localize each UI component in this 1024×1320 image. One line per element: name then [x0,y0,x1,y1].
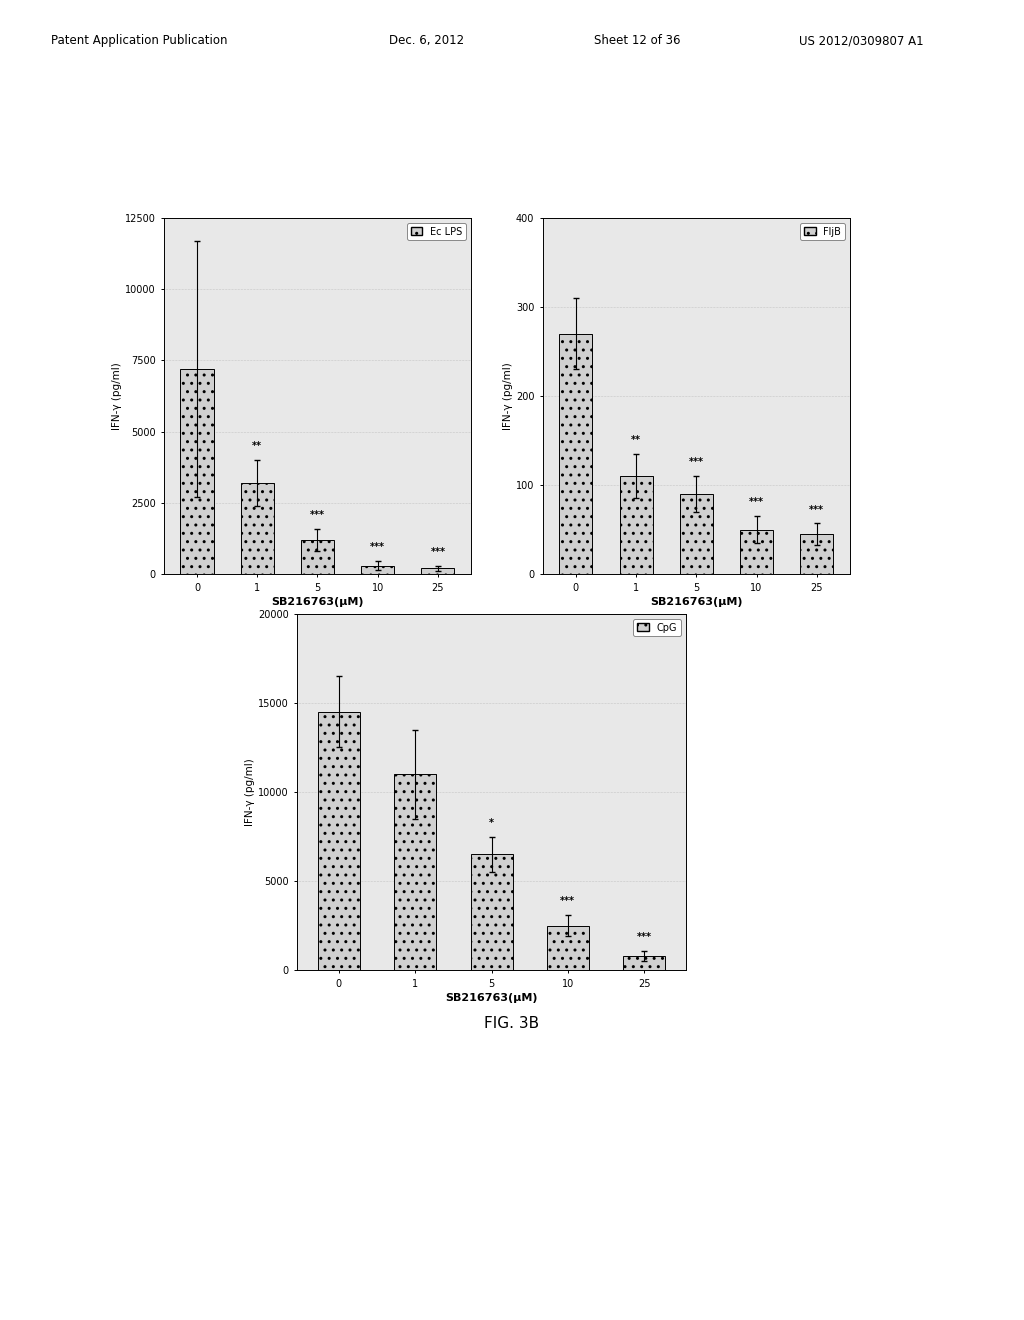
Text: US 2012/0309807 A1: US 2012/0309807 A1 [799,34,924,48]
Bar [394,774,436,970]
Legend: Ec LPS: Ec LPS [407,223,466,240]
Bar [317,711,359,970]
Text: ***: *** [749,498,764,507]
Y-axis label: IFN-γ (pg/ml): IFN-γ (pg/ml) [112,362,122,430]
Text: ***: *** [809,504,824,515]
Text: **: ** [631,436,641,445]
Text: ***: *** [637,932,651,941]
X-axis label: SB216763(μM): SB216763(μM) [650,597,742,607]
Bar [301,540,334,574]
Text: **: ** [252,441,262,451]
Bar [421,569,455,574]
Text: ***: *** [560,896,575,906]
Legend: FljB: FljB [800,223,845,240]
Text: Sheet 12 of 36: Sheet 12 of 36 [594,34,680,48]
Bar [180,368,214,574]
Text: Dec. 6, 2012: Dec. 6, 2012 [389,34,464,48]
Bar [471,854,512,970]
Bar [547,925,589,970]
Bar [241,483,273,574]
Bar [740,529,773,574]
Bar [361,566,394,574]
X-axis label: SB216763(μM): SB216763(μM) [271,597,364,607]
Text: Patent Application Publication: Patent Application Publication [51,34,227,48]
Y-axis label: IFN-γ (pg/ml): IFN-γ (pg/ml) [245,758,255,826]
Bar [680,494,713,574]
Bar [624,956,666,970]
Text: FIG. 3B: FIG. 3B [484,1015,540,1031]
Y-axis label: IFN-γ (pg/ml): IFN-γ (pg/ml) [503,362,513,430]
Text: ***: *** [310,510,325,520]
Bar [559,334,593,574]
Text: ***: *** [370,543,385,553]
X-axis label: SB216763(μM): SB216763(μM) [445,993,538,1003]
Legend: CpG: CpG [634,619,681,636]
Bar [800,535,834,574]
Text: ***: *** [430,546,445,557]
Text: ***: *** [689,457,703,467]
Text: *: * [489,817,494,828]
Bar [620,477,652,574]
